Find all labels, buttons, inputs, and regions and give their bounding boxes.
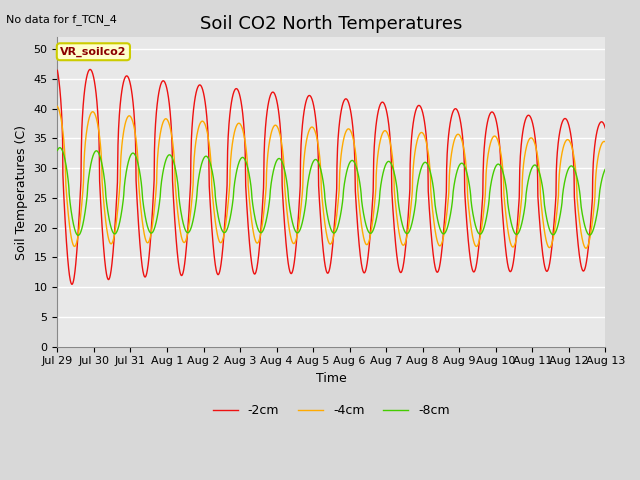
-2cm [602,125,609,131]
-2cm [306,93,314,98]
-8cm [54,147,61,153]
Title: Soil CO2 North Temperatures: Soil CO2 North Temperatures [200,15,463,33]
Y-axis label: Soil Temperatures (C): Soil Temperatures (C) [15,124,28,260]
-2cm [68,281,76,287]
-8cm [56,145,64,151]
Line: -2cm: -2cm [58,70,605,284]
-4cm [586,238,593,243]
-4cm [320,212,328,218]
Text: No data for f_TCN_4: No data for f_TCN_4 [6,14,117,25]
Text: VR_soilco2: VR_soilco2 [60,47,127,57]
-8cm [74,232,82,238]
-4cm [485,147,493,153]
-2cm [586,231,593,237]
-4cm [54,104,61,109]
X-axis label: Time: Time [316,372,347,385]
-4cm [602,139,609,145]
-2cm [54,67,61,73]
-8cm [306,169,314,175]
-4cm [305,127,313,133]
-4cm [586,236,593,242]
-2cm [82,80,90,85]
-2cm [86,67,94,72]
-4cm [81,140,89,145]
-2cm [486,112,493,118]
-8cm [486,192,493,198]
-8cm [82,204,90,209]
Legend: -2cm, -4cm, -8cm: -2cm, -4cm, -8cm [208,399,455,422]
Line: -4cm: -4cm [58,107,605,248]
-8cm [586,232,593,238]
-2cm [321,258,328,264]
-4cm [582,245,589,251]
-8cm [602,166,609,172]
Line: -8cm: -8cm [58,148,605,235]
-8cm [321,188,328,193]
-2cm [586,228,594,234]
-8cm [586,232,594,238]
